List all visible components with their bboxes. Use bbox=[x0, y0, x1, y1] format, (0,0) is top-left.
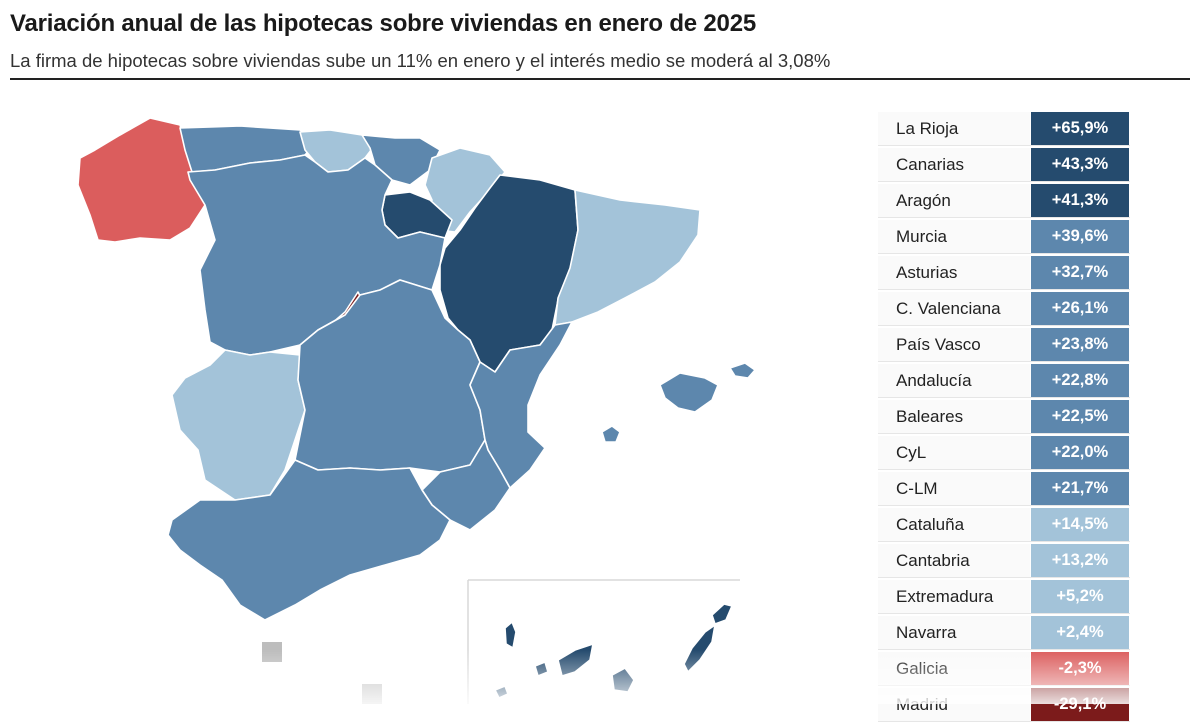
region-name: Baleares bbox=[878, 400, 1030, 433]
region-value-badge: +43,3% bbox=[1031, 148, 1129, 181]
ranking-row: Canarias +43,3% bbox=[878, 148, 1130, 182]
region-canarias-lanzarote[interactable] bbox=[711, 603, 733, 625]
region-value-badge: +39,6% bbox=[1031, 220, 1129, 253]
region-canarias-la-palma[interactable] bbox=[504, 621, 517, 649]
map-placeholder-square bbox=[262, 642, 282, 662]
region-name: La Rioja bbox=[878, 112, 1030, 145]
region-value-badge: -2,3% bbox=[1031, 652, 1129, 685]
region-name: Galicia bbox=[878, 652, 1030, 685]
spain-map bbox=[77, 117, 756, 704]
region-value-badge: +22,8% bbox=[1031, 364, 1129, 397]
region-value-badge: +21,7% bbox=[1031, 472, 1129, 505]
ranking-row: Cantabria +13,2% bbox=[878, 544, 1130, 578]
title-divider bbox=[10, 78, 1190, 80]
region-castilla-y-leon[interactable] bbox=[187, 154, 446, 356]
map-placeholder-square bbox=[362, 684, 382, 704]
region-andalucia[interactable] bbox=[167, 459, 451, 621]
region-value-badge: +23,8% bbox=[1031, 328, 1129, 361]
region-name: Canarias bbox=[878, 148, 1030, 181]
ranking-row: C-LM +21,7% bbox=[878, 472, 1130, 506]
chart-title: Variación anual de las hipotecas sobre v… bbox=[10, 10, 757, 37]
region-name: Extremadura bbox=[878, 580, 1030, 613]
region-galicia[interactable] bbox=[77, 117, 206, 243]
region-canarias-el-hierro[interactable] bbox=[494, 685, 509, 699]
region-name: Murcia bbox=[878, 220, 1030, 253]
region-baleares-ibiza[interactable] bbox=[601, 425, 621, 443]
region-name: Cantabria bbox=[878, 544, 1030, 577]
region-cataluna[interactable] bbox=[554, 189, 701, 326]
region-value-badge: +65,9% bbox=[1031, 112, 1129, 145]
region-canarias-fuerteventura[interactable] bbox=[683, 624, 716, 673]
region-canarias-la-gomera[interactable] bbox=[534, 661, 549, 677]
region-canarias-tenerife[interactable] bbox=[557, 643, 594, 677]
region-baleares-menorca[interactable] bbox=[729, 362, 756, 379]
ranking-row: Extremadura +5,2% bbox=[878, 580, 1130, 614]
ranking-row: Murcia +39,6% bbox=[878, 220, 1130, 254]
ranking-row: Galicia -2,3% bbox=[878, 652, 1130, 686]
region-value-badge: +5,2% bbox=[1031, 580, 1129, 613]
ranking-row: C. Valenciana +26,1% bbox=[878, 292, 1130, 326]
region-canarias-gran-canaria[interactable] bbox=[611, 667, 635, 693]
ranking-row: La Rioja +65,9% bbox=[878, 112, 1130, 146]
ranking-row: Aragón +41,3% bbox=[878, 184, 1130, 218]
ranking-row: CyL +22,0% bbox=[878, 436, 1130, 470]
region-name: Andalucía bbox=[878, 364, 1030, 397]
region-pais-vasco[interactable] bbox=[361, 134, 441, 186]
region-name: CyL bbox=[878, 436, 1030, 469]
region-name: Aragón bbox=[878, 184, 1030, 217]
region-navarra[interactable] bbox=[424, 147, 506, 233]
ranking-row: Navarra +2,4% bbox=[878, 616, 1130, 650]
region-value-badge: +22,0% bbox=[1031, 436, 1129, 469]
region-baleares-mallorca[interactable] bbox=[659, 372, 719, 413]
region-name: C-LM bbox=[878, 472, 1030, 505]
region-value-badge: +41,3% bbox=[1031, 184, 1129, 217]
region-name: Asturias bbox=[878, 256, 1030, 289]
region-value-badge: +26,1% bbox=[1031, 292, 1129, 325]
ranking-table: La Rioja +65,9% Canarias +43,3% Aragón +41,3%… bbox=[878, 112, 1130, 724]
region-name: Madrid bbox=[878, 688, 1030, 721]
region-value-badge: +22,5% bbox=[1031, 400, 1129, 433]
region-value-badge: +14,5% bbox=[1031, 508, 1129, 541]
region-name: Navarra bbox=[878, 616, 1030, 649]
ranking-row: Asturias +32,7% bbox=[878, 256, 1130, 290]
region-name: Cataluña bbox=[878, 508, 1030, 541]
region-value-badge: +32,7% bbox=[1031, 256, 1129, 289]
region-name: C. Valenciana bbox=[878, 292, 1030, 325]
ranking-row: País Vasco +23,8% bbox=[878, 328, 1130, 362]
region-value-badge: -29,1% bbox=[1031, 688, 1129, 721]
ranking-row: Madrid -29,1% bbox=[878, 688, 1130, 722]
ranking-row: Andalucía +22,8% bbox=[878, 364, 1130, 398]
region-value-badge: +2,4% bbox=[1031, 616, 1129, 649]
ranking-row: Cataluña +14,5% bbox=[878, 508, 1130, 542]
chart-subtitle: La firma de hipotecas sobre viviendas su… bbox=[10, 50, 831, 71]
region-value-badge: +13,2% bbox=[1031, 544, 1129, 577]
region-name: País Vasco bbox=[878, 328, 1030, 361]
ranking-row: Baleares +22,5% bbox=[878, 400, 1130, 434]
